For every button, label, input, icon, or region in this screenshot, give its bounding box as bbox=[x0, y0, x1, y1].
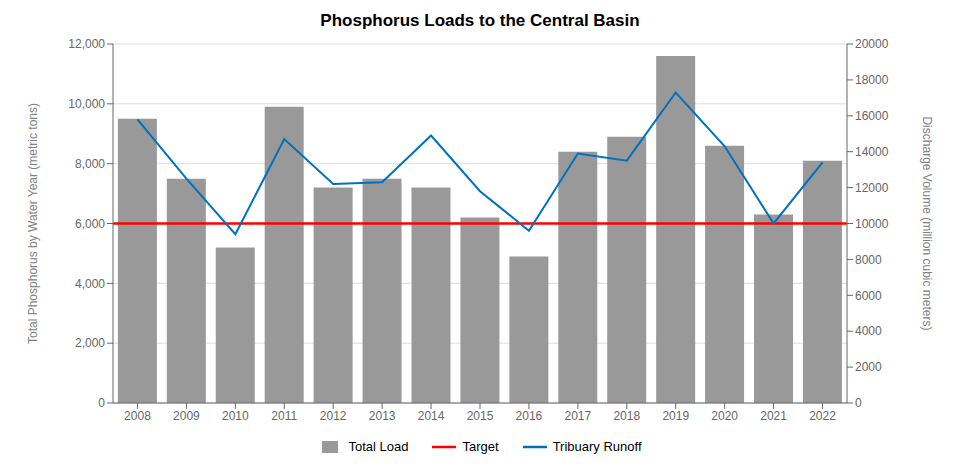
svg-text:2,000: 2,000 bbox=[75, 336, 105, 350]
svg-text:2020: 2020 bbox=[711, 409, 738, 423]
svg-text:2014: 2014 bbox=[418, 409, 445, 423]
svg-text:2008: 2008 bbox=[124, 409, 151, 423]
svg-text:2012: 2012 bbox=[320, 409, 347, 423]
svg-text:2015: 2015 bbox=[467, 409, 494, 423]
svg-text:4000: 4000 bbox=[855, 324, 882, 338]
svg-text:12000: 12000 bbox=[855, 181, 889, 195]
svg-text:2017: 2017 bbox=[565, 409, 592, 423]
html-text:Tribuary Runoff: Tribuary Runoff bbox=[552, 439, 642, 454]
svg-text:4,000: 4,000 bbox=[75, 277, 105, 291]
svg-text:6000: 6000 bbox=[855, 289, 882, 303]
svg-text:2011: 2011 bbox=[271, 409, 297, 423]
svg-text:Discharge Volume (million cubi: Discharge Volume (million cubic meters) bbox=[920, 116, 934, 330]
svg-text:Total Phosphorus by Water Year: Total Phosphorus by Water Year (metric t… bbox=[26, 103, 40, 344]
svg-text:16000: 16000 bbox=[855, 109, 889, 123]
svg-text:6,000: 6,000 bbox=[75, 217, 105, 231]
html-text:Total Load: Total Load bbox=[348, 439, 409, 454]
svg-text:2000: 2000 bbox=[855, 360, 882, 374]
svg-text:2009: 2009 bbox=[173, 409, 200, 423]
svg-text:2016: 2016 bbox=[516, 409, 543, 423]
html-text:Phosphorus Loads to the Centra: Phosphorus Loads to the Central Basin bbox=[320, 11, 640, 30]
svg-text:2022: 2022 bbox=[809, 409, 836, 423]
svg-text:10,000: 10,000 bbox=[68, 97, 105, 111]
svg-text:20000: 20000 bbox=[855, 37, 889, 51]
svg-text:2013: 2013 bbox=[369, 409, 396, 423]
svg-text:0: 0 bbox=[98, 396, 105, 410]
svg-text:8,000: 8,000 bbox=[75, 157, 105, 171]
svg-text:2019: 2019 bbox=[662, 409, 689, 423]
svg-text:2021: 2021 bbox=[760, 409, 787, 423]
svg-text:2010: 2010 bbox=[222, 409, 249, 423]
svg-text:12,000: 12,000 bbox=[68, 37, 105, 51]
svg-text:18000: 18000 bbox=[855, 73, 889, 87]
svg-text:8000: 8000 bbox=[855, 253, 882, 267]
html-text:Target: Target bbox=[462, 439, 499, 454]
svg-text:10000: 10000 bbox=[855, 217, 889, 231]
svg-text:14000: 14000 bbox=[855, 145, 889, 159]
svg-text:2018: 2018 bbox=[613, 409, 640, 423]
svg-text:0: 0 bbox=[855, 396, 862, 410]
